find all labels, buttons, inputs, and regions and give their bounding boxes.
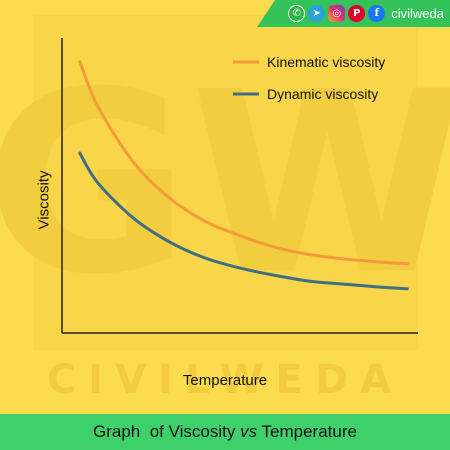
title-bar: Graph of Viscosity vs Temperature bbox=[0, 414, 450, 450]
watermark-word: CIVILWEDA bbox=[46, 357, 404, 403]
legend-label-kinematic-viscosity: Kinematic viscosity bbox=[267, 54, 385, 70]
watermark-letters: GW bbox=[0, 38, 450, 329]
x-axis-label: Temperature bbox=[182, 372, 268, 389]
pinterest-icon[interactable]: P bbox=[348, 5, 366, 22]
telegram-icon[interactable]: ➤ bbox=[308, 5, 326, 22]
social-banner: ✆ ➤ ◎ P f civilweda bbox=[257, 0, 450, 27]
y-axis-label: Viscosity bbox=[35, 170, 53, 230]
dynamic-viscosity-line bbox=[78, 151, 409, 291]
legend-label-dynamic-viscosity: Dynamic viscosity bbox=[267, 86, 378, 102]
facebook-icon[interactable]: f bbox=[368, 5, 386, 22]
title-part-1: Graph of Viscosity bbox=[93, 422, 241, 441]
chart-title: Graph of Viscosity vs Temperature bbox=[93, 422, 357, 442]
title-part-2: Temperature bbox=[257, 422, 357, 441]
title-italic: vs bbox=[240, 422, 258, 441]
kinematic-viscosity-line bbox=[78, 60, 409, 266]
brand-name[interactable]: civilweda bbox=[391, 6, 444, 21]
instagram-icon[interactable]: ◎ bbox=[328, 5, 346, 22]
whatsapp-icon[interactable]: ✆ bbox=[288, 5, 306, 22]
